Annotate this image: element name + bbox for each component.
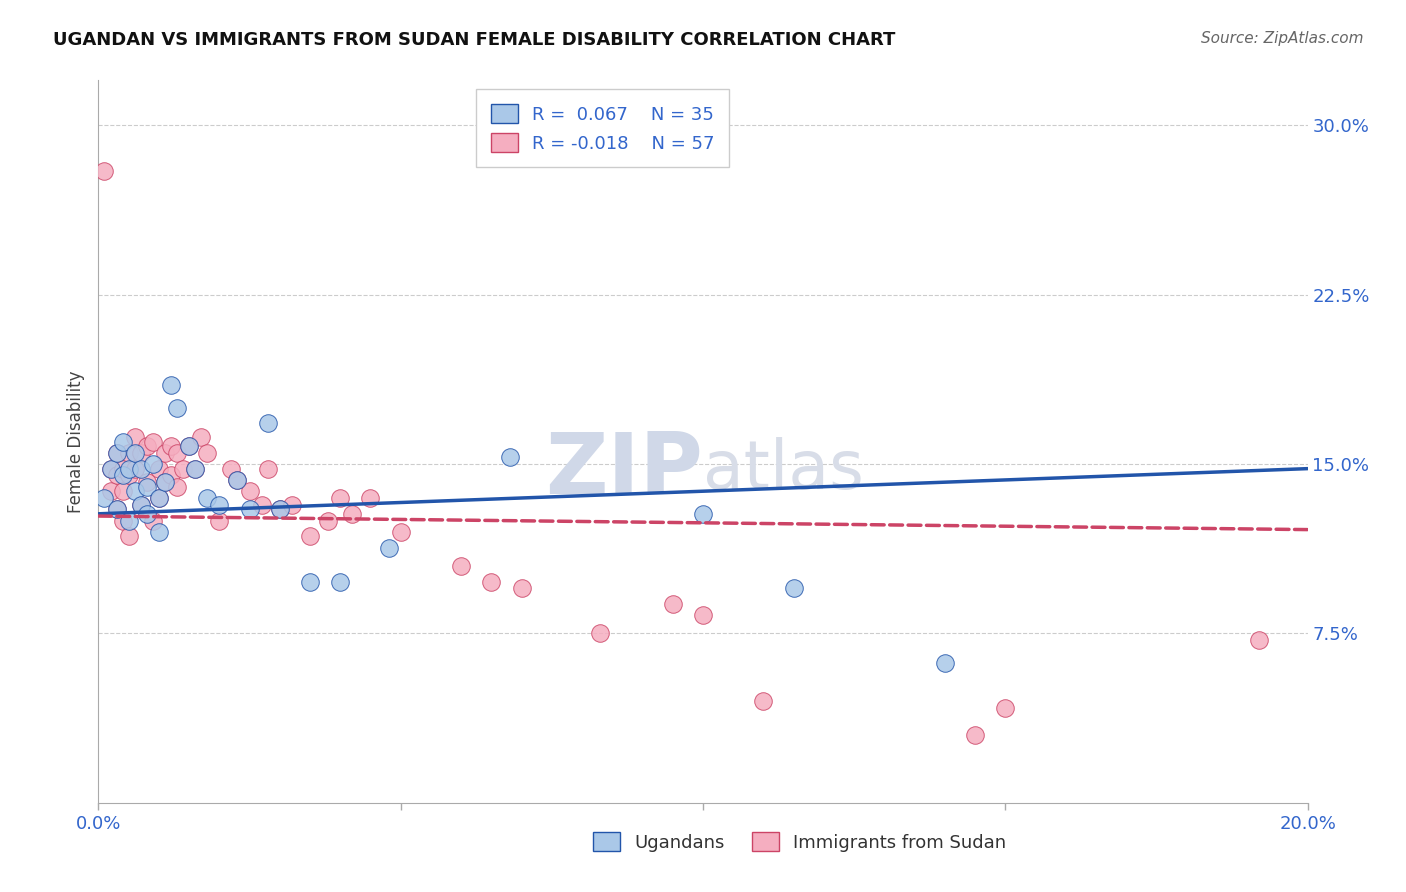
Point xyxy=(148,491,170,505)
Point xyxy=(172,461,194,475)
Point xyxy=(105,446,128,460)
Point xyxy=(118,514,141,528)
Point xyxy=(299,574,322,589)
Text: atlas: atlas xyxy=(703,437,863,503)
Point xyxy=(111,514,134,528)
Point xyxy=(934,656,956,670)
Point xyxy=(965,728,987,742)
Point xyxy=(226,473,249,487)
Point xyxy=(160,468,183,483)
Point xyxy=(190,430,212,444)
Point xyxy=(377,541,399,555)
Point xyxy=(510,582,533,596)
Point xyxy=(142,514,165,528)
Point xyxy=(142,434,165,449)
Point xyxy=(100,484,122,499)
Point xyxy=(256,417,278,431)
Point xyxy=(135,507,157,521)
Point xyxy=(124,446,146,460)
Point xyxy=(316,514,339,528)
Point xyxy=(239,484,262,499)
Point xyxy=(226,473,249,487)
Point xyxy=(208,498,231,512)
Point xyxy=(166,401,188,415)
Point xyxy=(129,498,152,512)
Point xyxy=(269,502,291,516)
Point xyxy=(498,450,520,465)
Text: ZIP: ZIP xyxy=(546,429,703,512)
Point xyxy=(179,439,201,453)
Point xyxy=(166,480,188,494)
Point xyxy=(153,446,176,460)
Point xyxy=(129,461,152,475)
Point xyxy=(135,475,157,490)
Y-axis label: Female Disability: Female Disability xyxy=(66,370,84,513)
Point xyxy=(184,461,207,475)
Point xyxy=(299,529,322,543)
Point xyxy=(148,491,170,505)
Legend: Ugandans, Immigrants from Sudan: Ugandans, Immigrants from Sudan xyxy=(586,824,1014,859)
Point xyxy=(148,524,170,539)
Point xyxy=(153,475,176,490)
Point xyxy=(105,502,128,516)
Point xyxy=(281,498,304,512)
Point xyxy=(111,461,134,475)
Point xyxy=(105,446,128,460)
Point xyxy=(389,524,412,539)
Point xyxy=(160,439,183,453)
Point xyxy=(256,461,278,475)
Point xyxy=(1249,633,1271,648)
Point xyxy=(450,558,472,573)
Point xyxy=(360,491,382,505)
Point xyxy=(111,434,134,449)
Point xyxy=(329,491,352,505)
Text: UGANDAN VS IMMIGRANTS FROM SUDAN FEMALE DISABILITY CORRELATION CHART: UGANDAN VS IMMIGRANTS FROM SUDAN FEMALE … xyxy=(53,31,896,49)
Point xyxy=(589,626,612,640)
Point xyxy=(179,439,201,453)
Point xyxy=(195,491,218,505)
Point xyxy=(124,484,146,499)
Point xyxy=(783,582,806,596)
Point xyxy=(661,597,683,611)
Point xyxy=(118,446,141,460)
Point xyxy=(142,457,165,471)
Point xyxy=(342,507,364,521)
Point xyxy=(752,694,775,708)
Point xyxy=(329,574,352,589)
Point xyxy=(692,608,714,623)
Point xyxy=(135,480,157,494)
Point xyxy=(195,446,218,460)
Point xyxy=(111,468,134,483)
Point xyxy=(269,502,291,516)
Point xyxy=(118,468,141,483)
Point xyxy=(100,461,122,475)
Point xyxy=(250,498,273,512)
Point xyxy=(129,498,152,512)
Text: Source: ZipAtlas.com: Source: ZipAtlas.com xyxy=(1201,31,1364,46)
Point xyxy=(93,163,115,178)
Point xyxy=(148,461,170,475)
Point xyxy=(221,461,243,475)
Point xyxy=(994,701,1017,715)
Point xyxy=(481,574,503,589)
Point xyxy=(93,491,115,505)
Point xyxy=(184,461,207,475)
Point xyxy=(129,446,152,460)
Point xyxy=(118,461,141,475)
Point xyxy=(160,378,183,392)
Point xyxy=(111,484,134,499)
Point xyxy=(135,439,157,453)
Point xyxy=(124,461,146,475)
Point xyxy=(208,514,231,528)
Point xyxy=(105,468,128,483)
Point xyxy=(100,461,122,475)
Point xyxy=(124,430,146,444)
Point xyxy=(166,446,188,460)
Point xyxy=(153,475,176,490)
Point xyxy=(239,502,262,516)
Point xyxy=(105,502,128,516)
Point xyxy=(692,507,714,521)
Point xyxy=(118,529,141,543)
